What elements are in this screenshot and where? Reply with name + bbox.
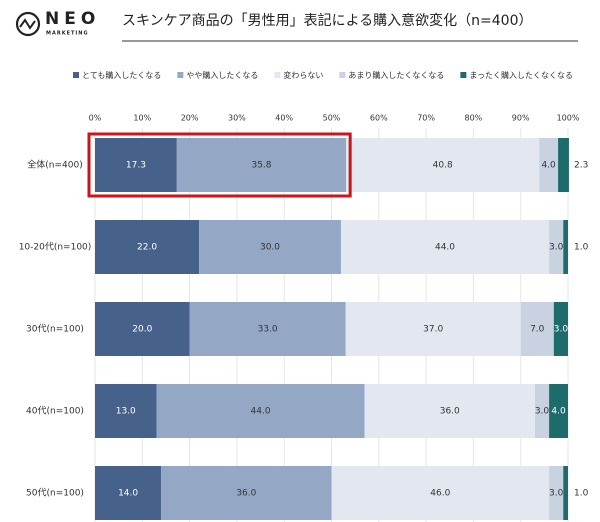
value-label: 20.0 bbox=[132, 325, 152, 335]
x-tick-label: 70% bbox=[417, 114, 435, 123]
value-label: 17.3 bbox=[126, 161, 146, 171]
highlight-box bbox=[87, 132, 352, 198]
x-tick-label: 40% bbox=[275, 114, 293, 123]
bar-segment bbox=[345, 302, 521, 356]
value-label: 40.8 bbox=[433, 161, 453, 171]
value-label: 36.0 bbox=[440, 407, 460, 417]
legend-label: まったく購入したくなくなる bbox=[469, 70, 573, 80]
bar-segment bbox=[563, 466, 568, 520]
bar-segment bbox=[95, 384, 157, 438]
value-label: 3.0 bbox=[549, 489, 564, 499]
row-label: 50代(n=100) bbox=[26, 488, 84, 499]
value-label: 7.0 bbox=[530, 325, 545, 335]
bar-segment bbox=[549, 466, 564, 520]
value-label: 22.0 bbox=[137, 243, 157, 253]
bar-segment bbox=[156, 384, 365, 438]
value-label: 3.0 bbox=[549, 243, 564, 253]
x-tick-label: 50% bbox=[323, 114, 341, 123]
row-label: 10-20代(n=100) bbox=[19, 242, 92, 253]
value-label: 37.0 bbox=[423, 325, 443, 335]
value-label: 46.0 bbox=[430, 489, 450, 499]
row-label: 全体(n=400) bbox=[27, 159, 82, 171]
bar-segment bbox=[95, 138, 177, 192]
bar-segment bbox=[563, 220, 568, 274]
bar-segment bbox=[346, 138, 540, 192]
legend-swatch bbox=[460, 72, 467, 78]
x-tick-label: 10% bbox=[133, 114, 151, 123]
value-label: 4.0 bbox=[541, 161, 556, 171]
value-label: 33.0 bbox=[258, 325, 278, 335]
bar-segment bbox=[189, 302, 346, 356]
bar-segment bbox=[161, 466, 332, 520]
x-tick-label: 90% bbox=[512, 114, 530, 123]
legend-label: とても購入したくなる bbox=[82, 70, 161, 80]
x-tick-label: 20% bbox=[181, 114, 199, 123]
row-label: 40代(n=100) bbox=[26, 406, 84, 417]
legend-swatch bbox=[73, 72, 79, 78]
x-tick-label: 0% bbox=[89, 114, 102, 123]
bar-segment bbox=[534, 384, 550, 438]
value-label: 36.0 bbox=[236, 489, 256, 499]
bar-segment bbox=[549, 384, 568, 438]
x-tick-label: 30% bbox=[228, 114, 246, 123]
legend-swatch bbox=[339, 72, 346, 78]
legend-label: 変わらない bbox=[283, 70, 323, 80]
logo-subtext: MARKETING bbox=[46, 31, 89, 37]
legend-label: やや購入したくなる bbox=[186, 70, 258, 80]
bar-segment bbox=[95, 220, 200, 274]
x-tick-label: 60% bbox=[370, 114, 388, 123]
value-label: 2.3 bbox=[574, 161, 588, 171]
bar-segment bbox=[553, 302, 568, 356]
x-tick-label: 100% bbox=[557, 114, 580, 123]
value-label: 13.0 bbox=[116, 407, 136, 417]
logo-icon bbox=[15, 11, 41, 37]
legend-swatch bbox=[274, 72, 281, 78]
logo-text: NEO bbox=[45, 9, 100, 29]
value-label: 35.8 bbox=[251, 161, 271, 171]
value-label: 44.0 bbox=[435, 243, 455, 253]
row-label: 30代(n=100) bbox=[26, 324, 84, 335]
bar-segment bbox=[95, 466, 162, 520]
legend-label: あまり購入したくなくなる bbox=[348, 70, 444, 80]
value-label: 44.0 bbox=[251, 407, 271, 417]
value-label: 14.0 bbox=[118, 489, 138, 499]
bar-segment bbox=[558, 138, 569, 192]
legend-swatch bbox=[177, 72, 184, 78]
x-tick-label: 80% bbox=[465, 114, 483, 123]
bar-segment bbox=[199, 220, 341, 274]
bar-segment bbox=[539, 138, 559, 192]
value-label: 3.0 bbox=[554, 325, 569, 335]
bar-segment bbox=[549, 220, 564, 274]
bar-segment bbox=[364, 384, 535, 438]
bar-segment bbox=[520, 302, 554, 356]
value-label: 3.0 bbox=[535, 407, 550, 417]
value-label: 4.0 bbox=[551, 407, 566, 417]
bar-segment bbox=[331, 466, 550, 520]
bar-segment bbox=[176, 138, 347, 192]
value-label: 30.0 bbox=[260, 243, 280, 253]
value-label: 1.0 bbox=[574, 243, 589, 253]
value-label: 1.0 bbox=[574, 489, 589, 499]
bar-segment bbox=[340, 220, 550, 274]
bar-segment bbox=[95, 302, 190, 356]
chart-title: スキンケア商品の「男性用」表記による購入意欲変化（n=400） bbox=[122, 12, 532, 29]
